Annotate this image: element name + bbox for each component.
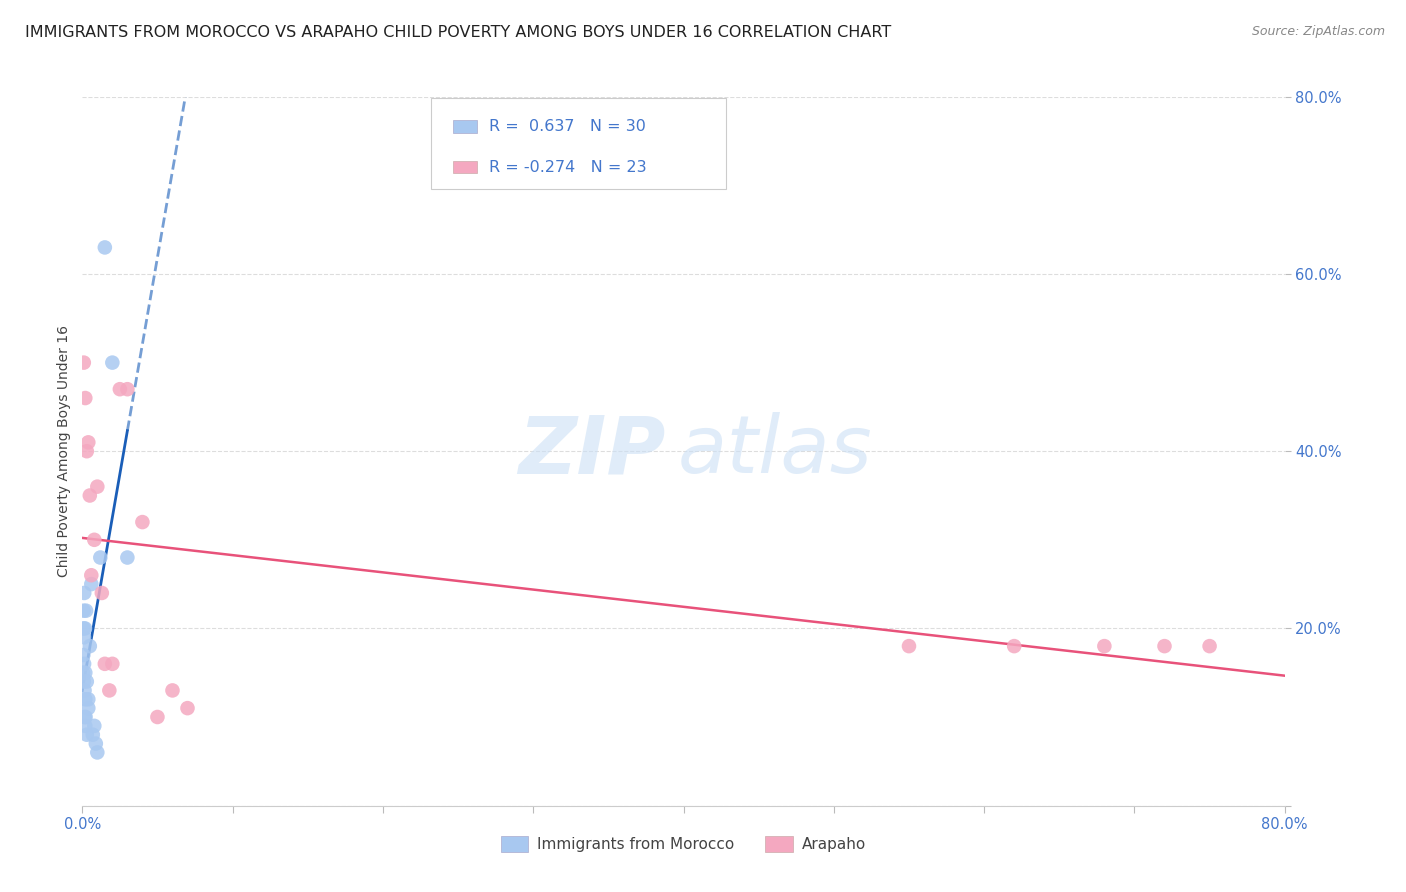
Point	[1198, 639, 1220, 653]
Point	[117, 382, 139, 396]
Point	[79, 639, 101, 653]
Point	[75, 604, 97, 618]
Point	[1002, 639, 1025, 653]
FancyBboxPatch shape	[453, 161, 477, 173]
Point	[162, 683, 184, 698]
Point	[73, 674, 96, 689]
Point	[80, 577, 103, 591]
Point	[898, 639, 921, 653]
Point	[108, 382, 131, 396]
Point	[77, 435, 100, 450]
Text: IMMIGRANTS FROM MOROCCO VS ARAPAHO CHILD POVERTY AMONG BOYS UNDER 16 CORRELATION: IMMIGRANTS FROM MOROCCO VS ARAPAHO CHILD…	[25, 25, 891, 40]
Point	[131, 515, 153, 529]
Point	[72, 621, 94, 635]
Point	[80, 568, 103, 582]
Point	[94, 657, 117, 671]
Point	[75, 719, 97, 733]
FancyBboxPatch shape	[432, 98, 725, 189]
Point	[72, 604, 94, 618]
Point	[76, 728, 98, 742]
Point	[75, 665, 97, 680]
Text: R =  0.637   N = 30: R = 0.637 N = 30	[489, 120, 645, 135]
Point	[1092, 639, 1115, 653]
FancyBboxPatch shape	[453, 120, 477, 133]
Point	[83, 533, 105, 547]
Text: atlas: atlas	[678, 412, 872, 491]
Point	[76, 674, 98, 689]
Point	[82, 728, 104, 742]
Point	[75, 692, 97, 706]
Point	[77, 701, 100, 715]
Point	[94, 240, 117, 254]
Point	[73, 683, 96, 698]
Point	[75, 391, 97, 405]
Point	[84, 737, 107, 751]
Point	[76, 444, 98, 458]
Point	[73, 657, 96, 671]
Legend: Immigrants from Morocco, Arapaho: Immigrants from Morocco, Arapaho	[495, 830, 872, 858]
Point	[72, 665, 94, 680]
Text: ZIP: ZIP	[517, 412, 665, 491]
Point	[90, 586, 112, 600]
Point	[73, 586, 96, 600]
Point	[146, 710, 169, 724]
Point	[89, 550, 111, 565]
Y-axis label: Child Poverty Among Boys Under 16: Child Poverty Among Boys Under 16	[58, 326, 72, 577]
Point	[73, 621, 96, 635]
Text: Source: ZipAtlas.com: Source: ZipAtlas.com	[1251, 25, 1385, 38]
Point	[73, 710, 96, 724]
Point	[98, 683, 121, 698]
Point	[101, 356, 124, 370]
Point	[73, 630, 96, 644]
Point	[83, 719, 105, 733]
Point	[117, 550, 139, 565]
Point	[79, 488, 101, 502]
Point	[101, 657, 124, 671]
Point	[77, 692, 100, 706]
Point	[86, 480, 108, 494]
Point	[1153, 639, 1175, 653]
Point	[73, 356, 96, 370]
Point	[176, 701, 198, 715]
Point	[75, 710, 97, 724]
Point	[72, 648, 94, 662]
Text: R = -0.274   N = 23: R = -0.274 N = 23	[489, 160, 647, 175]
Point	[86, 746, 108, 760]
